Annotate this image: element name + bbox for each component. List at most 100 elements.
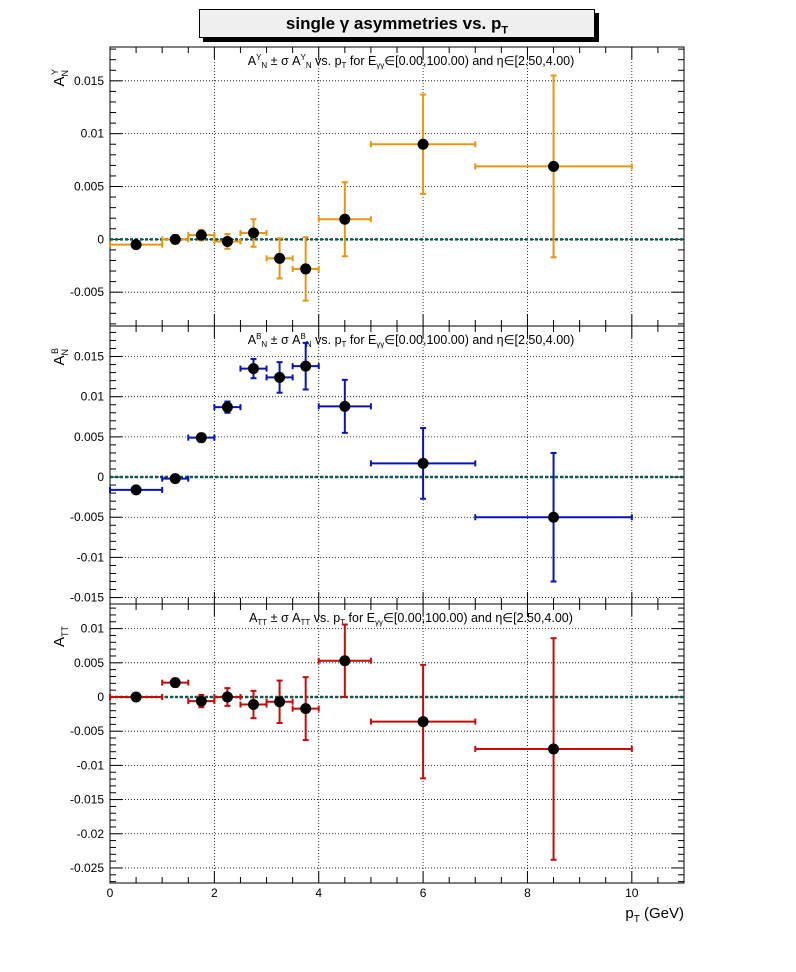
data-point (213, 233, 242, 250)
y-tick-label: -0.025 (70, 861, 104, 875)
marker (339, 655, 351, 667)
data-point (474, 74, 633, 259)
data-point (161, 473, 190, 485)
x-tick-label: 4 (315, 886, 322, 900)
y-tick-label: -0.02 (77, 827, 105, 841)
marker (548, 511, 560, 523)
marker (195, 432, 207, 444)
marker (548, 743, 560, 755)
figure-title: single γ asymmetries vs. pT (199, 9, 595, 38)
data-point (265, 237, 294, 280)
data-point (187, 432, 216, 444)
y-tick-label: -0.015 (70, 591, 104, 605)
data-point (161, 677, 190, 689)
panel-title: AYN ± σ AYN vs. pT for Eγγ∈[0.00,100.00)… (248, 53, 575, 70)
panel-title: ABN ± σ ABN vs. pT for Eγγ∈[0.00,100.00)… (248, 332, 575, 349)
marker (169, 233, 181, 245)
y-tick-label: 0 (97, 690, 104, 704)
marker (169, 473, 181, 485)
data-point (369, 663, 477, 780)
y-tick-label: -0.005 (70, 724, 104, 738)
marker (300, 263, 312, 275)
x-tick-label: 0 (107, 886, 114, 900)
data-point (317, 378, 372, 434)
marker (339, 400, 351, 412)
marker (195, 695, 207, 707)
y-axis-label: ATT (51, 626, 70, 648)
data-point (109, 484, 164, 496)
panel-1: 0.015 0.01 0.005 0 -0.005 ANY AYN ± σ AYN vs. … (50, 46, 685, 327)
marker (221, 691, 233, 703)
data-point (291, 236, 320, 302)
y-tick-label: -0.01 (77, 550, 105, 564)
data-point (474, 451, 633, 583)
marker (221, 401, 233, 413)
x-tick-label: 8 (524, 886, 531, 900)
x-tick-label: 6 (420, 886, 427, 900)
y-tick-label: 0.015 (74, 350, 104, 364)
marker (221, 235, 233, 247)
data-point (187, 693, 216, 709)
panel-3: 0.01 0.005 0 -0.005 -0.01 -0.015 -0.02 -0.025 AT… (51, 603, 685, 884)
data-point (317, 181, 372, 258)
y-tick-label: 0 (97, 232, 104, 246)
marker (300, 703, 312, 715)
data-point (239, 357, 268, 380)
marker (548, 160, 560, 172)
panel-title: ATT ± σ ATT vs. pT for Eγγ∈[0.00,100.00)… (249, 611, 573, 627)
marker (169, 677, 181, 689)
marker (130, 239, 142, 251)
marker (248, 363, 259, 375)
data-point (239, 689, 268, 720)
x-tick-label: 10 (625, 886, 639, 900)
marker (417, 457, 429, 469)
data-point (317, 623, 372, 698)
y-tick-label: 0.005 (74, 656, 104, 670)
y-tick-label: 0 (97, 470, 104, 484)
y-tick-label: 0.005 (74, 430, 104, 444)
panel-2: 0.015 0.01 0.005 0 -0.005 -0.01 -0.015 ANB ABN ±… (50, 325, 685, 605)
data-point (474, 637, 633, 861)
y-tick-label: -0.005 (70, 510, 104, 524)
marker (417, 716, 429, 728)
marker (274, 696, 286, 708)
y-tick-label: -0.01 (77, 758, 105, 772)
x-tick-label: 2 (211, 886, 218, 900)
data-point (369, 93, 477, 195)
data-point (291, 676, 320, 742)
marker (300, 360, 312, 372)
marker (417, 138, 429, 150)
panel-frame (109, 603, 685, 884)
marker (130, 691, 142, 703)
figure-title-main: single γ asymmetries vs. p (285, 14, 502, 33)
y-tick-label: -0.015 (70, 793, 104, 807)
x-axis-label: pT (GeV) (625, 905, 684, 925)
data-point (109, 691, 164, 703)
data-point (265, 679, 294, 724)
panel-frame (109, 46, 685, 327)
y-tick-label: 0.01 (81, 390, 105, 404)
data-point (187, 228, 216, 242)
data-point (213, 400, 242, 414)
data-point (291, 341, 320, 391)
y-tick-label: -0.005 (70, 285, 104, 299)
marker (274, 371, 286, 383)
marker (339, 213, 351, 225)
marker (195, 229, 207, 241)
y-tick-label: 0.01 (81, 127, 105, 141)
y-tick-label: 0.01 (81, 622, 105, 636)
data-point (265, 361, 294, 394)
figure-title-sub: T (501, 24, 509, 37)
y-tick-label: 0.015 (74, 74, 104, 88)
panel-frame (109, 325, 685, 605)
y-axis-label: ANB (50, 348, 70, 366)
data-point (239, 218, 268, 248)
data-point (161, 233, 190, 245)
marker (248, 699, 259, 711)
data-point (109, 239, 164, 251)
marker (130, 484, 142, 496)
marker (274, 252, 286, 264)
data-point (213, 687, 242, 707)
data-point (369, 427, 477, 500)
